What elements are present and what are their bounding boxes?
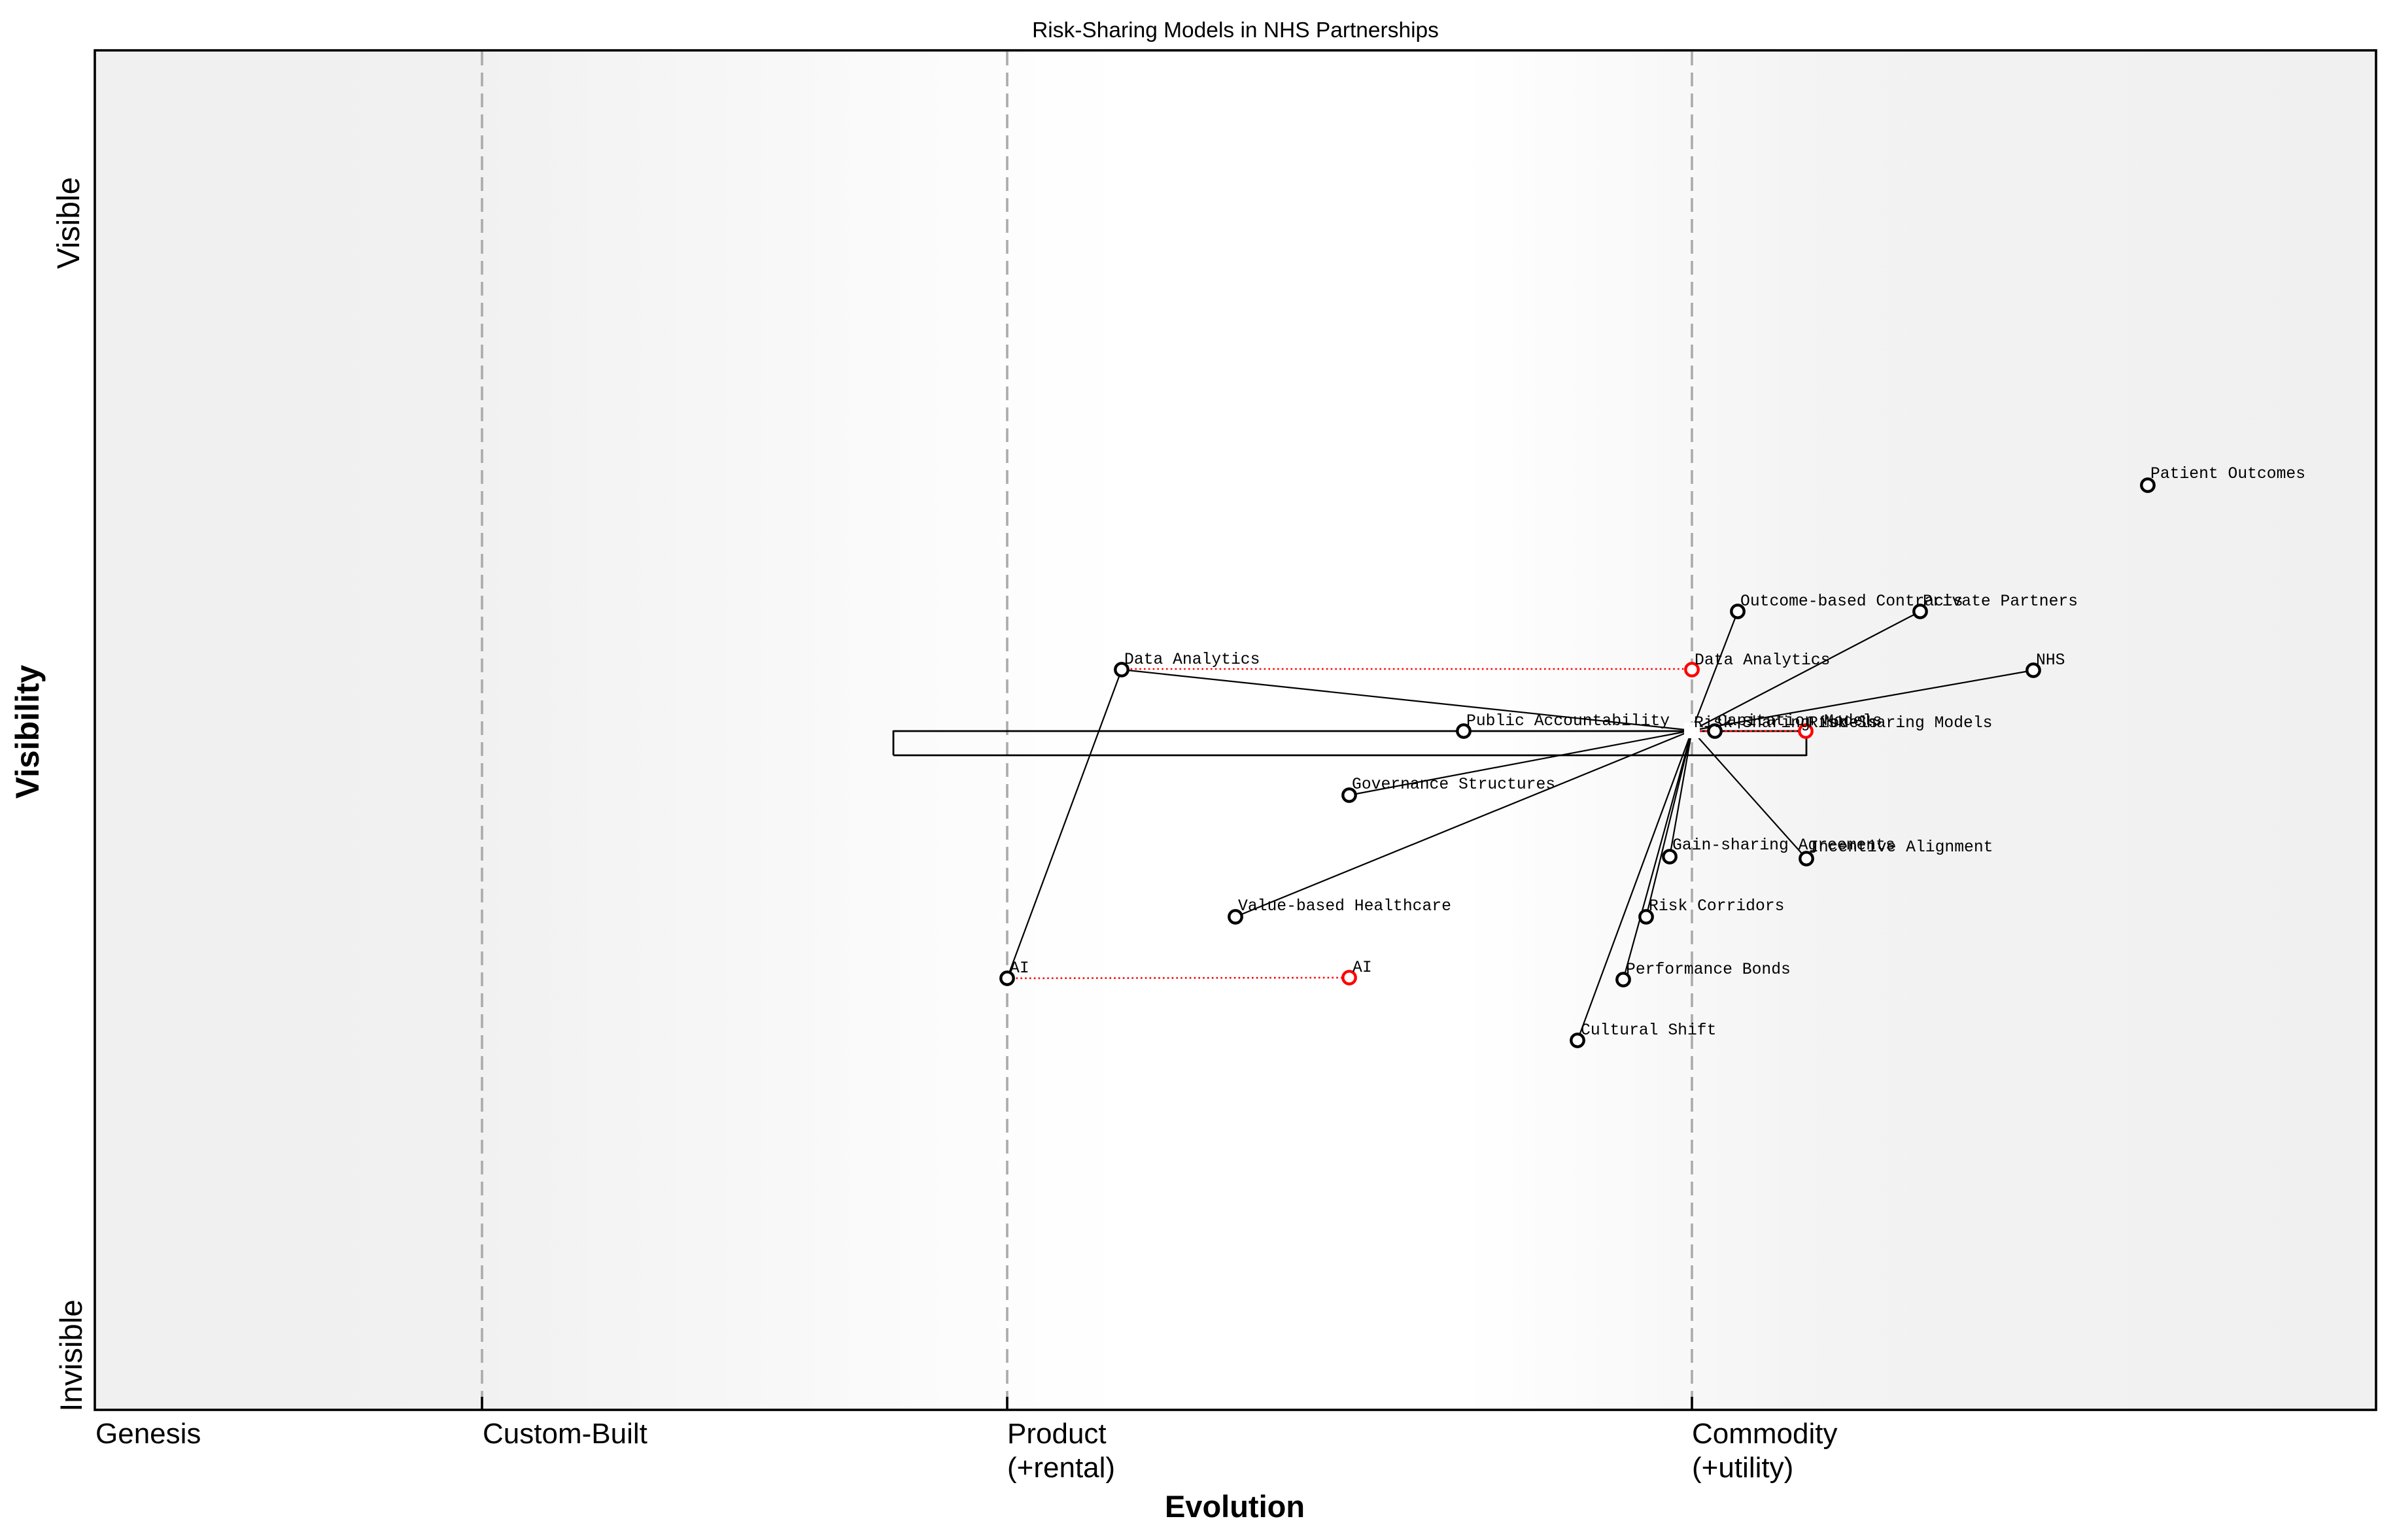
svg-text:NHS: NHS <box>2036 651 2065 670</box>
svg-text:Governance Structures: Governance Structures <box>1352 776 1555 794</box>
svg-text:Gain-sharing Agreements: Gain-sharing Agreements <box>1672 836 1895 855</box>
svg-text:Capitation Models: Capitation Models <box>1717 712 1882 730</box>
svg-text:Data Analytics: Data Analytics <box>1695 651 1830 670</box>
svg-text:Custom-Built: Custom-Built <box>483 1418 647 1450</box>
svg-text:Data Analytics: Data Analytics <box>1124 651 1260 669</box>
svg-text:Risk Corridors: Risk Corridors <box>1649 897 1784 915</box>
svg-text:Patient Outcomes: Patient Outcomes <box>2150 465 2305 483</box>
svg-text:Risk-Sharing Models: Risk-Sharing Models <box>1808 714 1992 732</box>
svg-text:Genesis: Genesis <box>95 1418 201 1450</box>
svg-text:(+rental): (+rental) <box>1007 1452 1115 1484</box>
svg-text:Cultural Shift: Cultural Shift <box>1581 1021 1716 1040</box>
svg-text:AI: AI <box>1353 959 1372 977</box>
svg-text:Evolution: Evolution <box>1165 1489 1305 1524</box>
svg-text:Performance Bonds: Performance Bonds <box>1626 961 1791 979</box>
svg-text:Visibility: Visibility <box>9 664 46 798</box>
svg-text:Product: Product <box>1007 1418 1107 1450</box>
svg-text:AI: AI <box>1010 959 1029 978</box>
svg-text:(+utility): (+utility) <box>1692 1452 1793 1484</box>
svg-text:Invisible: Invisible <box>54 1299 89 1412</box>
svg-text:Incentive Alignment: Incentive Alignment <box>1809 838 1993 857</box>
svg-text:Risk-Sharing Models in NHS Par: Risk-Sharing Models in NHS Partnerships <box>1032 18 1439 43</box>
svg-text:Commodity: Commodity <box>1692 1418 1838 1450</box>
svg-text:Risk-Sharing Models: Risk-Sharing Models <box>1694 714 1878 732</box>
svg-text:Private Partners: Private Partners <box>1923 592 2078 611</box>
svg-text:Outcome-based Contracts: Outcome-based Contracts <box>1740 592 1963 611</box>
svg-text:Value-based Healthcare: Value-based Healthcare <box>1238 897 1451 915</box>
svg-text:Visible: Visible <box>52 177 86 269</box>
svg-text:Public Accountability: Public Accountability <box>1466 712 1670 730</box>
